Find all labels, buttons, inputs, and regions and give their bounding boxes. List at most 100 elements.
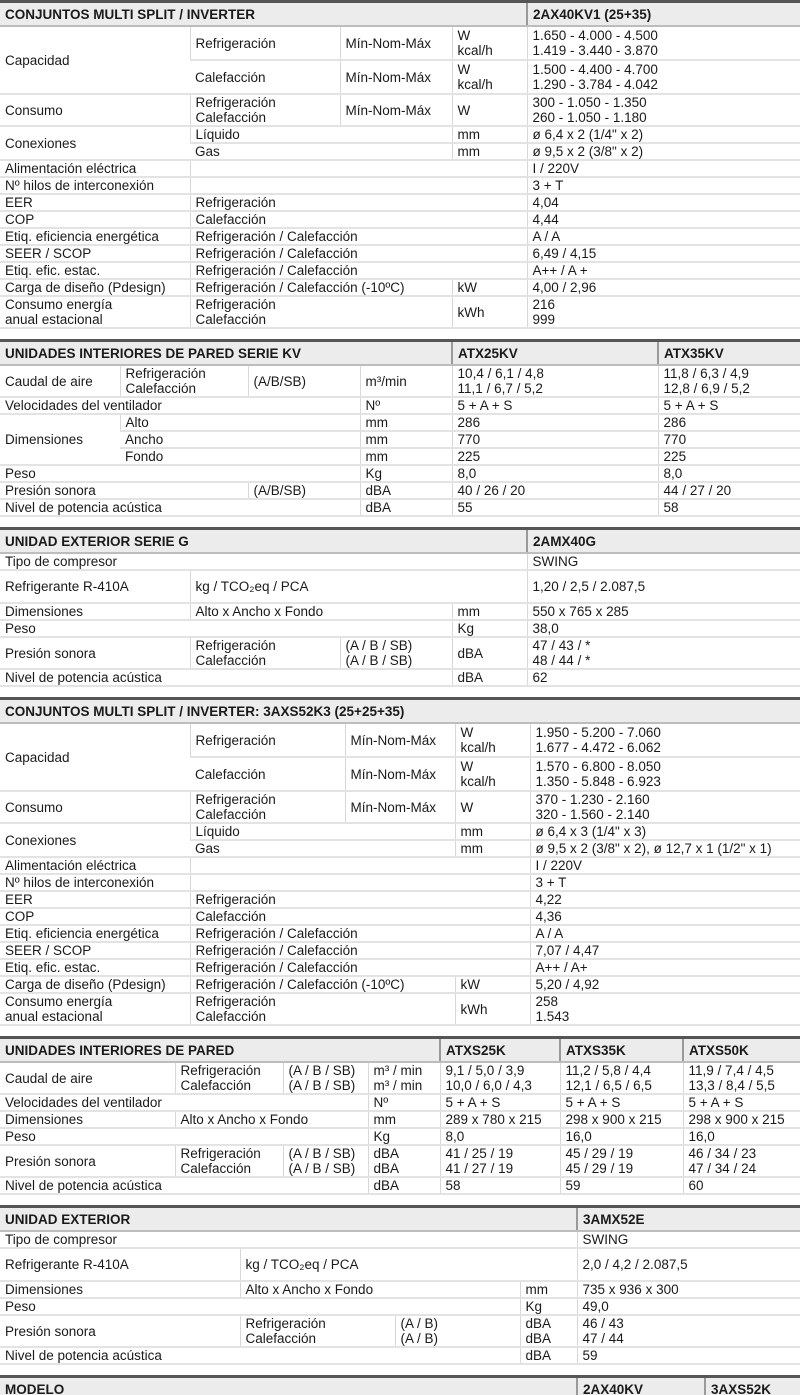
cell: 225: [658, 448, 800, 465]
cell: mm: [452, 126, 527, 143]
cell: Refrigeración: [190, 26, 340, 60]
cell: 6,49 / 4,15: [527, 245, 800, 262]
cell: ø 6,4 x 3 (1/4" x 3): [530, 823, 800, 840]
cell: Refrigeración Calefacción: [175, 1145, 283, 1177]
cell: Mín-Nom-Máx: [340, 94, 452, 126]
cell: 16,0: [683, 1128, 800, 1145]
cell: Mín-Nom-Máx: [340, 60, 452, 94]
cell: ATX25KV: [452, 341, 658, 366]
cell: Alto x Ancho x Fondo: [190, 603, 452, 620]
row-label: Fondo: [120, 448, 360, 465]
row-label: Nivel de potencia acústica: [0, 1347, 520, 1364]
cell: 58: [440, 1177, 560, 1194]
row-label: Calefacción: [190, 757, 345, 791]
cell: (A / B / SB) (A / B / SB): [283, 1145, 368, 1177]
cell: Refrigeración / Calefacción: [190, 262, 527, 279]
row-label: Presión sonora: [0, 637, 190, 669]
row-label: Consumo energía anual estacional: [0, 296, 190, 328]
row-label: Tipo de compresor: [0, 1231, 577, 1248]
cell: [190, 874, 530, 891]
cell: m³/min: [360, 365, 452, 397]
cell: Alto: [120, 414, 360, 431]
cell: kWh: [455, 993, 530, 1025]
cell: 60: [683, 1177, 800, 1194]
cell: ø 9,5 x 2 (3/8" x 2), ø 12,7 x 1 (1/2" x…: [530, 840, 800, 857]
cell: 770: [452, 431, 658, 448]
cell: [190, 177, 527, 194]
cell: mm: [368, 1111, 440, 1128]
cell: Mín-Nom-Máx: [345, 757, 455, 791]
row-label: Tipo de compresor: [0, 553, 527, 570]
row-label: UNIDADES INTERIORES DE PARED SERIE KV: [0, 341, 452, 366]
cell: A++ / A+: [530, 959, 800, 976]
row-label: Etiq. eficiencia energética: [0, 925, 190, 942]
cell: kW: [452, 279, 527, 296]
cell: 298 x 900 x 215: [560, 1111, 683, 1128]
cell: Refrigeración / Calefacción: [190, 959, 530, 976]
cell: 8,0: [440, 1128, 560, 1145]
row-label: Presión sonora: [0, 1145, 175, 1177]
row-label: EER: [0, 891, 190, 908]
cell: ATXS35K: [560, 1038, 683, 1063]
cell: dBA: [368, 1177, 440, 1194]
cell: dBA: [520, 1347, 577, 1364]
cell: Refrigeración Calefacción: [190, 637, 340, 669]
cell: Mín-Nom-Máx: [345, 791, 455, 823]
row-label: Gas: [190, 840, 455, 857]
cell: 59: [560, 1177, 683, 1194]
cell: ATXS50K: [683, 1038, 800, 1063]
row-label: Etiq. eficiencia energética: [0, 228, 190, 245]
cell: Refrigeración Calefacción: [190, 791, 345, 823]
cell: Líquido: [190, 823, 455, 840]
row-label: Dimensiones: [0, 1281, 240, 1298]
cell: Refrigeración Calefacción: [240, 1315, 395, 1347]
row-label: Refrigerante R-410A: [0, 570, 190, 603]
cell: Mín-Nom-Máx: [340, 26, 452, 60]
row-label: Ancho: [120, 431, 360, 448]
cell: 11,9 / 7,4 / 4,5 13,3 / 8,4 / 5,5: [683, 1062, 800, 1094]
cell: 3 + T: [527, 177, 800, 194]
cell: 4,04: [527, 194, 800, 211]
cell: m³ / min m³ / min: [368, 1062, 440, 1094]
table-row: Carga de diseño (Pdesign)Refrigeración /…: [0, 279, 800, 296]
cell: SWING: [577, 1231, 800, 1248]
cell: mm: [360, 414, 452, 431]
cell: 1.950 - 5.200 - 7.060 1.677 - 4.472 - 6.…: [530, 723, 800, 757]
cell: Refrigeración Calefacción: [190, 993, 455, 1025]
cell: ø 9,5 x 2 (3/8" x 2): [527, 143, 800, 160]
cell: 1.650 - 4.000 - 4.500 1.419 - 3.440 - 3.…: [527, 26, 800, 60]
row-label: Nº hilos de interconexión: [0, 874, 190, 891]
row-label: UNIDAD EXTERIOR SERIE G: [0, 529, 527, 554]
cell: 5 + A + S: [683, 1094, 800, 1111]
cell: [190, 160, 527, 177]
cell: ATXS25K: [440, 1038, 560, 1063]
cell: 735 x 936 x 300: [577, 1281, 800, 1298]
cell: dBA: [452, 669, 527, 686]
cell: 286: [452, 414, 658, 431]
row-label: Etiq. efic. estac.: [0, 262, 190, 279]
cell: (A / B / SB) (A / B / SB): [340, 637, 452, 669]
row-label: Nivel de potencia acústica: [0, 669, 452, 686]
cell: (A / B) (A / B): [395, 1315, 520, 1347]
cell: dBA: [360, 482, 452, 499]
row-label: Consumo: [0, 791, 190, 823]
spec-table-conjuntos-multi-split-inverter-3axs52k3-: CONJUNTOS MULTI SPLIT / INVERTER: 3AXS52…: [0, 697, 800, 1026]
